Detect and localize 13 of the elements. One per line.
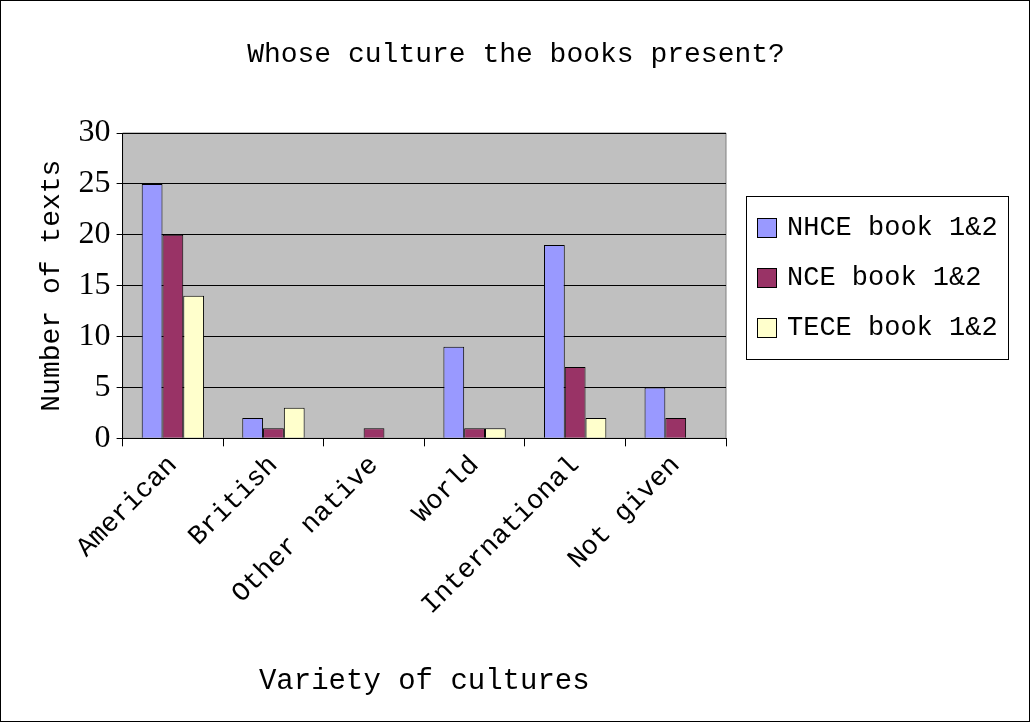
y-tick-label: 5 [94,366,111,403]
legend-label: TECE book 1&2 [787,313,998,343]
x-axis-title: Variety of cultures [258,665,590,699]
chart-title: Whose culture the books present? [246,39,786,70]
y-tick-label: 10 [78,315,111,352]
y-axis-title: Number of texts [36,159,68,412]
y-tick-label: 15 [78,265,111,302]
legend-label: NHCE book 1&2 [787,213,998,243]
y-tick-label: 0 [94,417,111,454]
legend-label: NCE book 1&2 [787,263,982,293]
y-tick-label: 20 [78,214,111,251]
y-tick-label: 30 [78,112,111,149]
y-tick-label: 25 [78,163,111,200]
